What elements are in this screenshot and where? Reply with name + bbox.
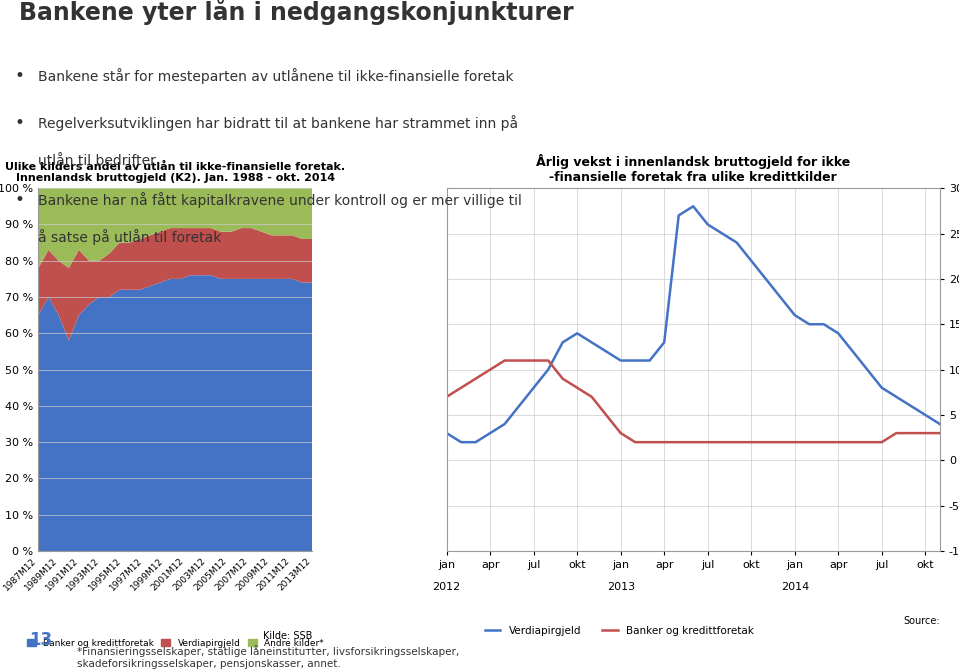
Banker og kredittforetak [716,438,728,446]
Banker og kredittforetak [629,438,641,446]
Verdiapirgjeld [891,392,902,401]
Verdiapirgjeld [629,356,641,364]
Title: Ulike kilders andel av utlån til ikke-finansielle foretak.
Innenlandsk bruttogje: Ulike kilders andel av utlån til ikke-fi… [6,161,345,183]
Banker og kredittforetak [586,392,597,401]
Banker og kredittforetak [702,438,713,446]
Verdiapirgjeld [745,257,757,265]
Text: 2012: 2012 [433,582,460,592]
Text: Regelverksutviklingen har bidratt til at bankene har strammet inn på: Regelverksutviklingen har bidratt til at… [38,115,519,130]
Banker og kredittforetak [891,429,902,437]
Line: Banker og kredittforetak: Banker og kredittforetak [447,360,940,442]
Text: •: • [14,191,24,209]
Verdiapirgjeld [876,384,887,392]
Verdiapirgjeld [818,321,830,329]
Banker og kredittforetak [789,438,801,446]
Verdiapirgjeld [600,347,612,355]
Text: *Finansieringsselskaper, statlige låneinstituтter, livsforsikringsselskaper,
ska: *Finansieringsselskaper, statlige lånein… [77,645,459,669]
Banker og kredittforetak [876,438,887,446]
Verdiapirgjeld [804,321,815,329]
Verdiapirgjeld [847,347,858,355]
Banker og kredittforetak [673,438,685,446]
Verdiapirgjeld [557,339,569,347]
Legend: Banker og kredittforetak, Verdiapirgjeld, Andre kilder*: Banker og kredittforetak, Verdiapirgjeld… [23,636,327,652]
Banker og kredittforetak [861,438,873,446]
Banker og kredittforetak [804,438,815,446]
Verdiapirgjeld [789,311,801,319]
Banker og kredittforetak [934,429,946,437]
Verdiapirgjeld [832,329,844,337]
Text: Source:: Source: [903,616,940,626]
Text: •: • [14,114,24,132]
Banker og kredittforetak [513,356,525,364]
Banker og kredittforetak [688,438,699,446]
Banker og kredittforetak [527,356,539,364]
Verdiapirgjeld [673,212,685,220]
Verdiapirgjeld [775,293,786,301]
Verdiapirgjeld [484,429,496,437]
Verdiapirgjeld [543,366,554,374]
Verdiapirgjeld [513,402,525,410]
Banker og kredittforetak [832,438,844,446]
Banker og kredittforetak [643,438,655,446]
Verdiapirgjeld [688,202,699,210]
Banker og kredittforetak [441,392,453,401]
Banker og kredittforetak [760,438,771,446]
Text: Bankene yter lån i nedgangskonjunkturer: Bankene yter lån i nedgangskonjunkturer [19,0,573,25]
Verdiapirgjeld [456,438,467,446]
Banker og kredittforetak [456,384,467,392]
Legend: Verdiapirgjeld, Banker og kredittforetak: Verdiapirgjeld, Banker og kredittforetak [480,622,758,640]
Verdiapirgjeld [643,356,655,364]
Verdiapirgjeld [659,339,670,347]
Verdiapirgjeld [731,239,742,247]
Text: Bankene står for mesteparten av utlånene til ikke-finansielle foretak: Bankene står for mesteparten av utlånene… [38,68,514,83]
Verdiapirgjeld [934,420,946,428]
Title: Årlig vekst i innenlandsk bruttogjeld for ikke
-finansielle foretak fra ulike kr: Årlig vekst i innenlandsk bruttogjeld fo… [536,154,851,184]
Text: utlån til bedrifter: utlån til bedrifter [38,154,156,167]
Text: 13: 13 [29,631,52,649]
Verdiapirgjeld [586,339,597,347]
Banker og kredittforetak [615,429,626,437]
Verdiapirgjeld [716,230,728,238]
Text: Kilde: SSB: Kilde: SSB [263,631,313,641]
Verdiapirgjeld [441,429,453,437]
Banker og kredittforetak [847,438,858,446]
Verdiapirgjeld [760,275,771,283]
Verdiapirgjeld [861,366,873,374]
Banker og kredittforetak [470,375,481,383]
Banker og kredittforetak [818,438,830,446]
Banker og kredittforetak [484,366,496,374]
Banker og kredittforetak [920,429,931,437]
Line: Verdiapirgjeld: Verdiapirgjeld [447,206,940,442]
Verdiapirgjeld [702,220,713,228]
Verdiapirgjeld [470,438,481,446]
Banker og kredittforetak [499,356,510,364]
Verdiapirgjeld [615,356,626,364]
Text: å satse på utlån til foretak: å satse på utlån til foretak [38,229,222,245]
Banker og kredittforetak [543,356,554,364]
Verdiapirgjeld [920,411,931,419]
Banker og kredittforetak [557,375,569,383]
Verdiapirgjeld [572,329,583,337]
Text: •: • [14,67,24,85]
Verdiapirgjeld [499,420,510,428]
Banker og kredittforetak [659,438,670,446]
Text: 2013: 2013 [607,582,635,592]
Verdiapirgjeld [905,402,917,410]
Banker og kredittforetak [600,411,612,419]
Banker og kredittforetak [905,429,917,437]
Verdiapirgjeld [527,384,539,392]
Banker og kredittforetak [572,384,583,392]
Banker og kredittforetak [745,438,757,446]
Banker og kredittforetak [731,438,742,446]
Banker og kredittforetak [775,438,786,446]
Text: 2014: 2014 [781,582,808,592]
Text: Bankene har nå fått kapitalkravene under kontroll og er mer villige til: Bankene har nå fått kapitalkravene under… [38,192,523,208]
